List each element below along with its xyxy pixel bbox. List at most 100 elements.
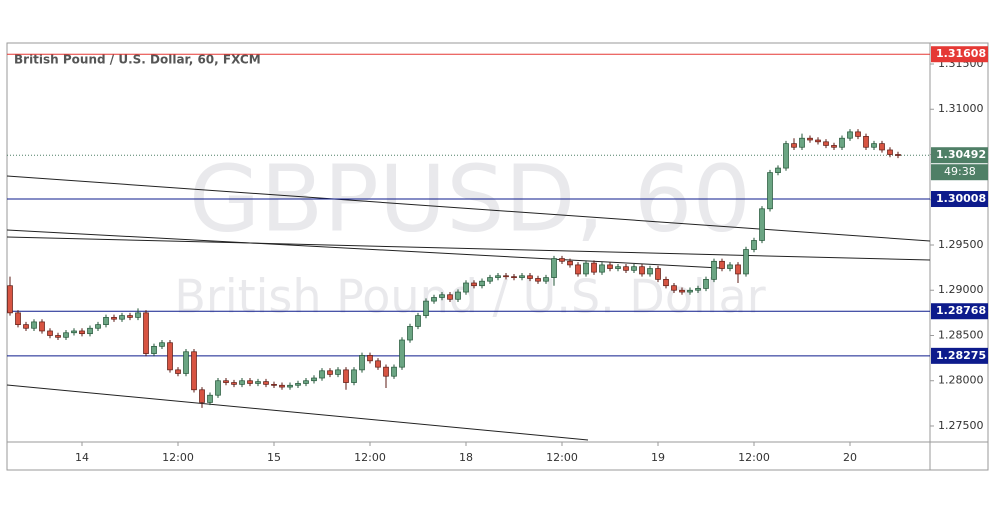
candle-body xyxy=(311,377,317,382)
x-tick-label: 20 xyxy=(843,451,857,464)
x-tick-label: 12:00 xyxy=(162,451,194,464)
x-tick-label: 18 xyxy=(459,451,473,464)
candle-body xyxy=(879,143,885,151)
candle-body xyxy=(23,324,29,329)
candle-body xyxy=(47,330,53,336)
y-tick-label: 1.29000 xyxy=(938,283,984,296)
candle-body xyxy=(719,260,725,269)
x-tick-label: 14 xyxy=(75,451,89,464)
candle-body xyxy=(111,317,117,320)
candle-body xyxy=(823,141,829,146)
candle-body xyxy=(423,300,429,316)
candle-body xyxy=(127,315,133,318)
candle-body xyxy=(399,339,405,368)
candle-body xyxy=(471,282,477,287)
candle-body xyxy=(335,369,341,375)
candle-body xyxy=(503,275,509,278)
level-label-box xyxy=(931,347,988,364)
candle-body xyxy=(431,297,437,302)
candle-body xyxy=(527,275,533,279)
candle-body xyxy=(551,258,557,278)
candle-body xyxy=(543,277,549,282)
candle-body xyxy=(119,315,125,320)
candle-body xyxy=(87,327,93,335)
candle-body xyxy=(671,285,677,291)
last-price-label: 1.30492 xyxy=(936,148,986,161)
candle-body xyxy=(655,268,661,280)
candle-body xyxy=(143,312,149,354)
candle-body xyxy=(783,143,789,169)
candle-body xyxy=(631,266,637,271)
countdown: 49:38 xyxy=(944,165,976,178)
candle-body xyxy=(135,312,141,318)
candle-body xyxy=(615,266,621,269)
candle-body xyxy=(863,136,869,148)
candle-body xyxy=(703,279,709,289)
candle-body xyxy=(583,262,589,275)
candle-body xyxy=(735,264,741,275)
candle-body xyxy=(679,289,685,293)
candle-body xyxy=(167,342,173,371)
y-tick-label: 1.28000 xyxy=(938,374,984,387)
candle-body xyxy=(351,369,357,383)
candle-body xyxy=(831,145,837,148)
candle-body xyxy=(79,330,85,335)
candle-body xyxy=(439,294,445,298)
last-price-box xyxy=(931,147,988,164)
candle-body xyxy=(463,282,469,293)
candle-body xyxy=(799,137,805,148)
trend-lines xyxy=(6,175,931,441)
candle-body xyxy=(191,351,197,391)
candle-body xyxy=(575,264,581,275)
candle-body xyxy=(711,260,717,280)
candle-body xyxy=(327,370,333,375)
candle-body xyxy=(887,149,893,155)
candle-body xyxy=(279,384,285,388)
trend-line xyxy=(6,384,589,441)
candle-body xyxy=(71,330,77,334)
candle-body xyxy=(151,345,157,354)
candle-body xyxy=(271,384,277,386)
candle-body xyxy=(359,355,365,371)
candle-body xyxy=(263,381,269,385)
level-label: 1.28275 xyxy=(936,349,986,362)
candle-body xyxy=(695,288,701,291)
candle-body xyxy=(223,380,229,383)
candle-body xyxy=(727,264,733,269)
candle-body xyxy=(63,332,69,338)
candle-body xyxy=(751,240,757,250)
candle-body xyxy=(39,321,45,332)
candle-body xyxy=(447,294,453,300)
candle-body xyxy=(495,275,501,278)
candle-body xyxy=(871,143,877,148)
candle-body xyxy=(207,394,213,403)
level-label: 1.31608 xyxy=(936,47,986,60)
candle-body xyxy=(807,137,813,141)
x-tick-label: 15 xyxy=(267,451,281,464)
candle-body xyxy=(343,369,349,383)
candle-body xyxy=(815,139,821,143)
candle-body xyxy=(159,342,165,347)
candle-body xyxy=(295,383,301,386)
candle-body xyxy=(375,360,381,368)
candle-body xyxy=(55,335,61,338)
candle-body xyxy=(231,382,237,385)
candle-body xyxy=(407,326,413,341)
candle-body xyxy=(791,143,797,148)
trend-line xyxy=(6,229,721,269)
candle-body xyxy=(383,366,389,377)
candle-body xyxy=(767,172,773,210)
candle-body xyxy=(199,389,205,403)
candle-body xyxy=(175,369,181,374)
x-tick-label: 12:00 xyxy=(738,451,770,464)
candle-body xyxy=(95,324,101,329)
y-tick-label: 1.28500 xyxy=(938,328,984,341)
watermark-subtitle: British Pound / U.S. Dollar xyxy=(174,270,765,324)
candle-body xyxy=(7,285,13,314)
candle-body xyxy=(759,208,765,241)
candle-body xyxy=(455,291,461,300)
x-tick-label: 12:00 xyxy=(546,451,578,464)
candle-body xyxy=(839,137,845,148)
candle-body xyxy=(639,266,645,275)
candle-body xyxy=(239,380,245,385)
